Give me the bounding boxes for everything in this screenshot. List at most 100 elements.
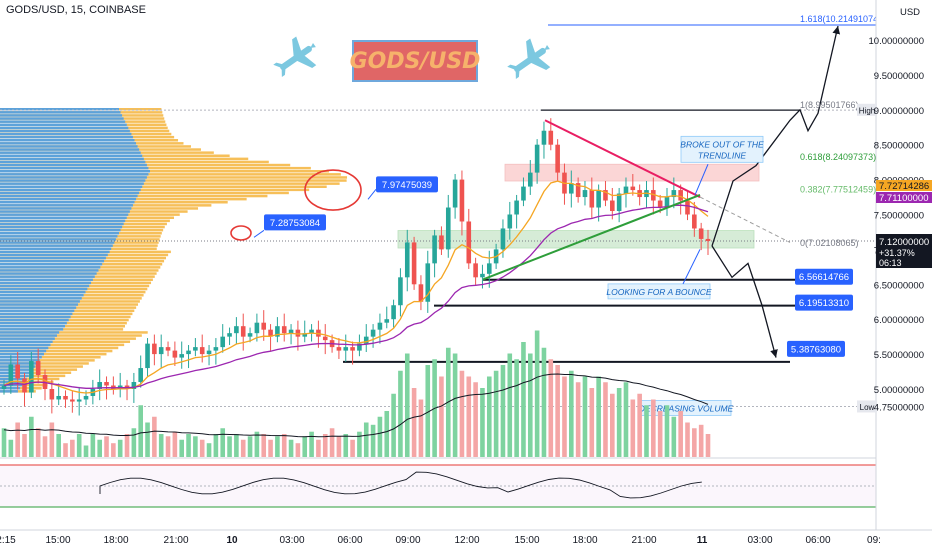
symbol-title: GODS/USD, 15, COINBASE — [6, 4, 146, 16]
level-label-bg — [795, 294, 853, 311]
volume-bar — [213, 434, 219, 457]
candle-body — [425, 263, 431, 302]
banner-text: GODS/USD — [349, 48, 481, 74]
candle-body — [104, 382, 109, 386]
profile-bar-blue — [0, 287, 88, 291]
volume-bar — [384, 411, 390, 457]
volume-bar — [685, 422, 690, 457]
volume-bar — [363, 422, 369, 457]
volume-bar — [616, 388, 622, 457]
candle-body — [507, 214, 513, 229]
candle-body — [596, 190, 601, 208]
volume-bar — [165, 436, 171, 457]
profile-callout-label-bg — [264, 214, 326, 231]
time-tick-label: 10 — [226, 535, 238, 546]
bearish-projection-arrow — [711, 245, 778, 358]
candle-body — [500, 228, 506, 250]
candle-body — [616, 193, 622, 212]
volume-bar — [15, 422, 20, 457]
profile-bar-blue — [0, 294, 84, 297]
profile-bar-orange — [0, 334, 142, 337]
candle-body — [97, 382, 102, 389]
candle-body — [357, 343, 362, 351]
candle-body — [623, 186, 629, 194]
candle-body — [685, 200, 690, 215]
highlight-circle — [304, 169, 362, 211]
time-tick-label: 06:00 — [337, 535, 362, 546]
profile-bar-blue — [0, 166, 149, 170]
support-zone — [397, 230, 755, 249]
candle-body — [486, 263, 492, 274]
moving-averages — [3, 180, 709, 394]
price-marker-tag — [857, 103, 877, 116]
volume-bar — [42, 436, 48, 457]
volume-bar — [357, 431, 362, 457]
profile-bar-blue — [0, 281, 92, 285]
time-tick-label: 12:00 — [454, 535, 479, 546]
profile-bar-blue — [0, 387, 21, 390]
fib-label: 0.382(7.77512459) — [800, 184, 876, 194]
annotation-text: BROKE OUT OF THE — [680, 139, 764, 149]
fib-label: 0.618(8.24097373) — [800, 152, 876, 162]
volume-bar — [83, 445, 89, 457]
candle-body — [131, 382, 137, 389]
candle-body — [432, 235, 437, 264]
volume-bar — [370, 424, 376, 457]
volume-bar — [603, 382, 608, 457]
profile-bar-blue — [0, 222, 124, 226]
profile-bar-blue — [0, 126, 129, 130]
profile-bar-blue — [0, 278, 93, 281]
volume-bar — [8, 439, 14, 457]
candle-body — [671, 190, 677, 198]
candle-body — [56, 395, 61, 400]
profile-bar-blue — [0, 253, 108, 257]
candle-body — [548, 130, 554, 145]
profile-bar-orange — [0, 359, 95, 362]
volume-bar — [104, 436, 109, 457]
profile-bar-blue — [0, 163, 147, 167]
volume-bar — [452, 353, 458, 457]
profile-callout-label-bg — [376, 176, 438, 193]
profile-bar-orange — [0, 356, 101, 359]
candle-body — [1, 385, 7, 389]
profile-bar-blue — [0, 266, 101, 269]
time-tick-label: 03:00 — [747, 535, 772, 546]
candle-body — [398, 277, 403, 306]
candle-body — [527, 172, 533, 187]
profile-bar-blue — [0, 309, 75, 312]
profile-bar-blue — [0, 139, 135, 142]
volume-bar — [377, 416, 383, 457]
annotation-text: DECREASING VOLUME — [639, 403, 734, 413]
candle-body — [172, 350, 178, 358]
profile-bar-blue — [0, 346, 49, 350]
profile-bar-blue — [0, 207, 132, 210]
volume-bar — [76, 434, 82, 457]
volume-bar — [541, 347, 547, 457]
profile-bar-blue — [0, 325, 65, 328]
volume-bar — [404, 353, 410, 457]
volume-bar — [705, 434, 711, 457]
volume-bar — [671, 416, 677, 457]
current-price-change: +31.37% — [879, 248, 915, 258]
profile-bar-blue — [0, 238, 116, 241]
profile-bar-blue — [0, 173, 149, 176]
candle-body — [521, 186, 526, 201]
profile-bar-blue — [0, 142, 137, 145]
profile-bar-orange — [0, 343, 125, 347]
volume-bar — [610, 393, 615, 457]
volume-bar — [425, 365, 431, 457]
ema-purple-line — [3, 204, 709, 389]
annotation-text: TRENDLINE — [698, 150, 747, 160]
profile-bar-blue — [0, 250, 110, 254]
candle-body — [589, 190, 595, 208]
profile-bar-orange — [0, 352, 107, 356]
candle-body — [569, 183, 574, 194]
profile-bar-blue — [0, 148, 140, 151]
price-tick-label: 5.50000000 — [874, 350, 924, 361]
price-axis: 10.000000009.500000008.500000008.0000000… — [857, 0, 932, 530]
volume-bar — [268, 439, 273, 457]
volume-bar — [254, 431, 260, 457]
candle-body — [678, 190, 683, 201]
candle-body — [254, 322, 260, 334]
volume-bar — [193, 436, 198, 457]
